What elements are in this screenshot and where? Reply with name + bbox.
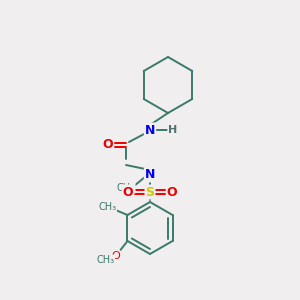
Text: O: O <box>111 251 120 261</box>
Text: O: O <box>103 139 113 152</box>
Text: N: N <box>145 169 155 182</box>
Text: O: O <box>167 185 177 199</box>
Text: CH₃: CH₃ <box>96 255 115 265</box>
Text: CH₃: CH₃ <box>117 183 135 193</box>
Text: CH₃: CH₃ <box>98 202 116 212</box>
Text: S: S <box>146 185 154 199</box>
Text: O: O <box>123 185 133 199</box>
Text: N: N <box>145 124 155 136</box>
Text: H: H <box>168 125 178 135</box>
